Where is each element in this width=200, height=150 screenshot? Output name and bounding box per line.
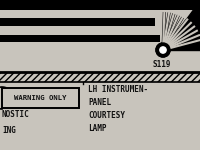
Text: LH INSTRUMEN-: LH INSTRUMEN- bbox=[88, 85, 148, 94]
Text: WARNING ONLY: WARNING ONLY bbox=[14, 95, 67, 101]
Circle shape bbox=[156, 43, 170, 57]
Bar bbox=[0, 72, 200, 82]
Circle shape bbox=[160, 47, 166, 53]
Text: COURTESY: COURTESY bbox=[88, 111, 125, 120]
Text: ING: ING bbox=[2, 126, 16, 135]
Bar bbox=[2, 88, 79, 108]
Text: PANEL: PANEL bbox=[88, 98, 111, 107]
Circle shape bbox=[156, 43, 170, 57]
Polygon shape bbox=[163, 0, 200, 50]
Bar bbox=[0, 35, 160, 42]
Bar bbox=[0, 18, 155, 26]
Text: NOSTIC: NOSTIC bbox=[2, 110, 30, 119]
Text: S119: S119 bbox=[153, 60, 171, 69]
Text: LAMP: LAMP bbox=[88, 124, 106, 133]
Circle shape bbox=[160, 47, 166, 53]
Bar bbox=[0, 0, 200, 10]
